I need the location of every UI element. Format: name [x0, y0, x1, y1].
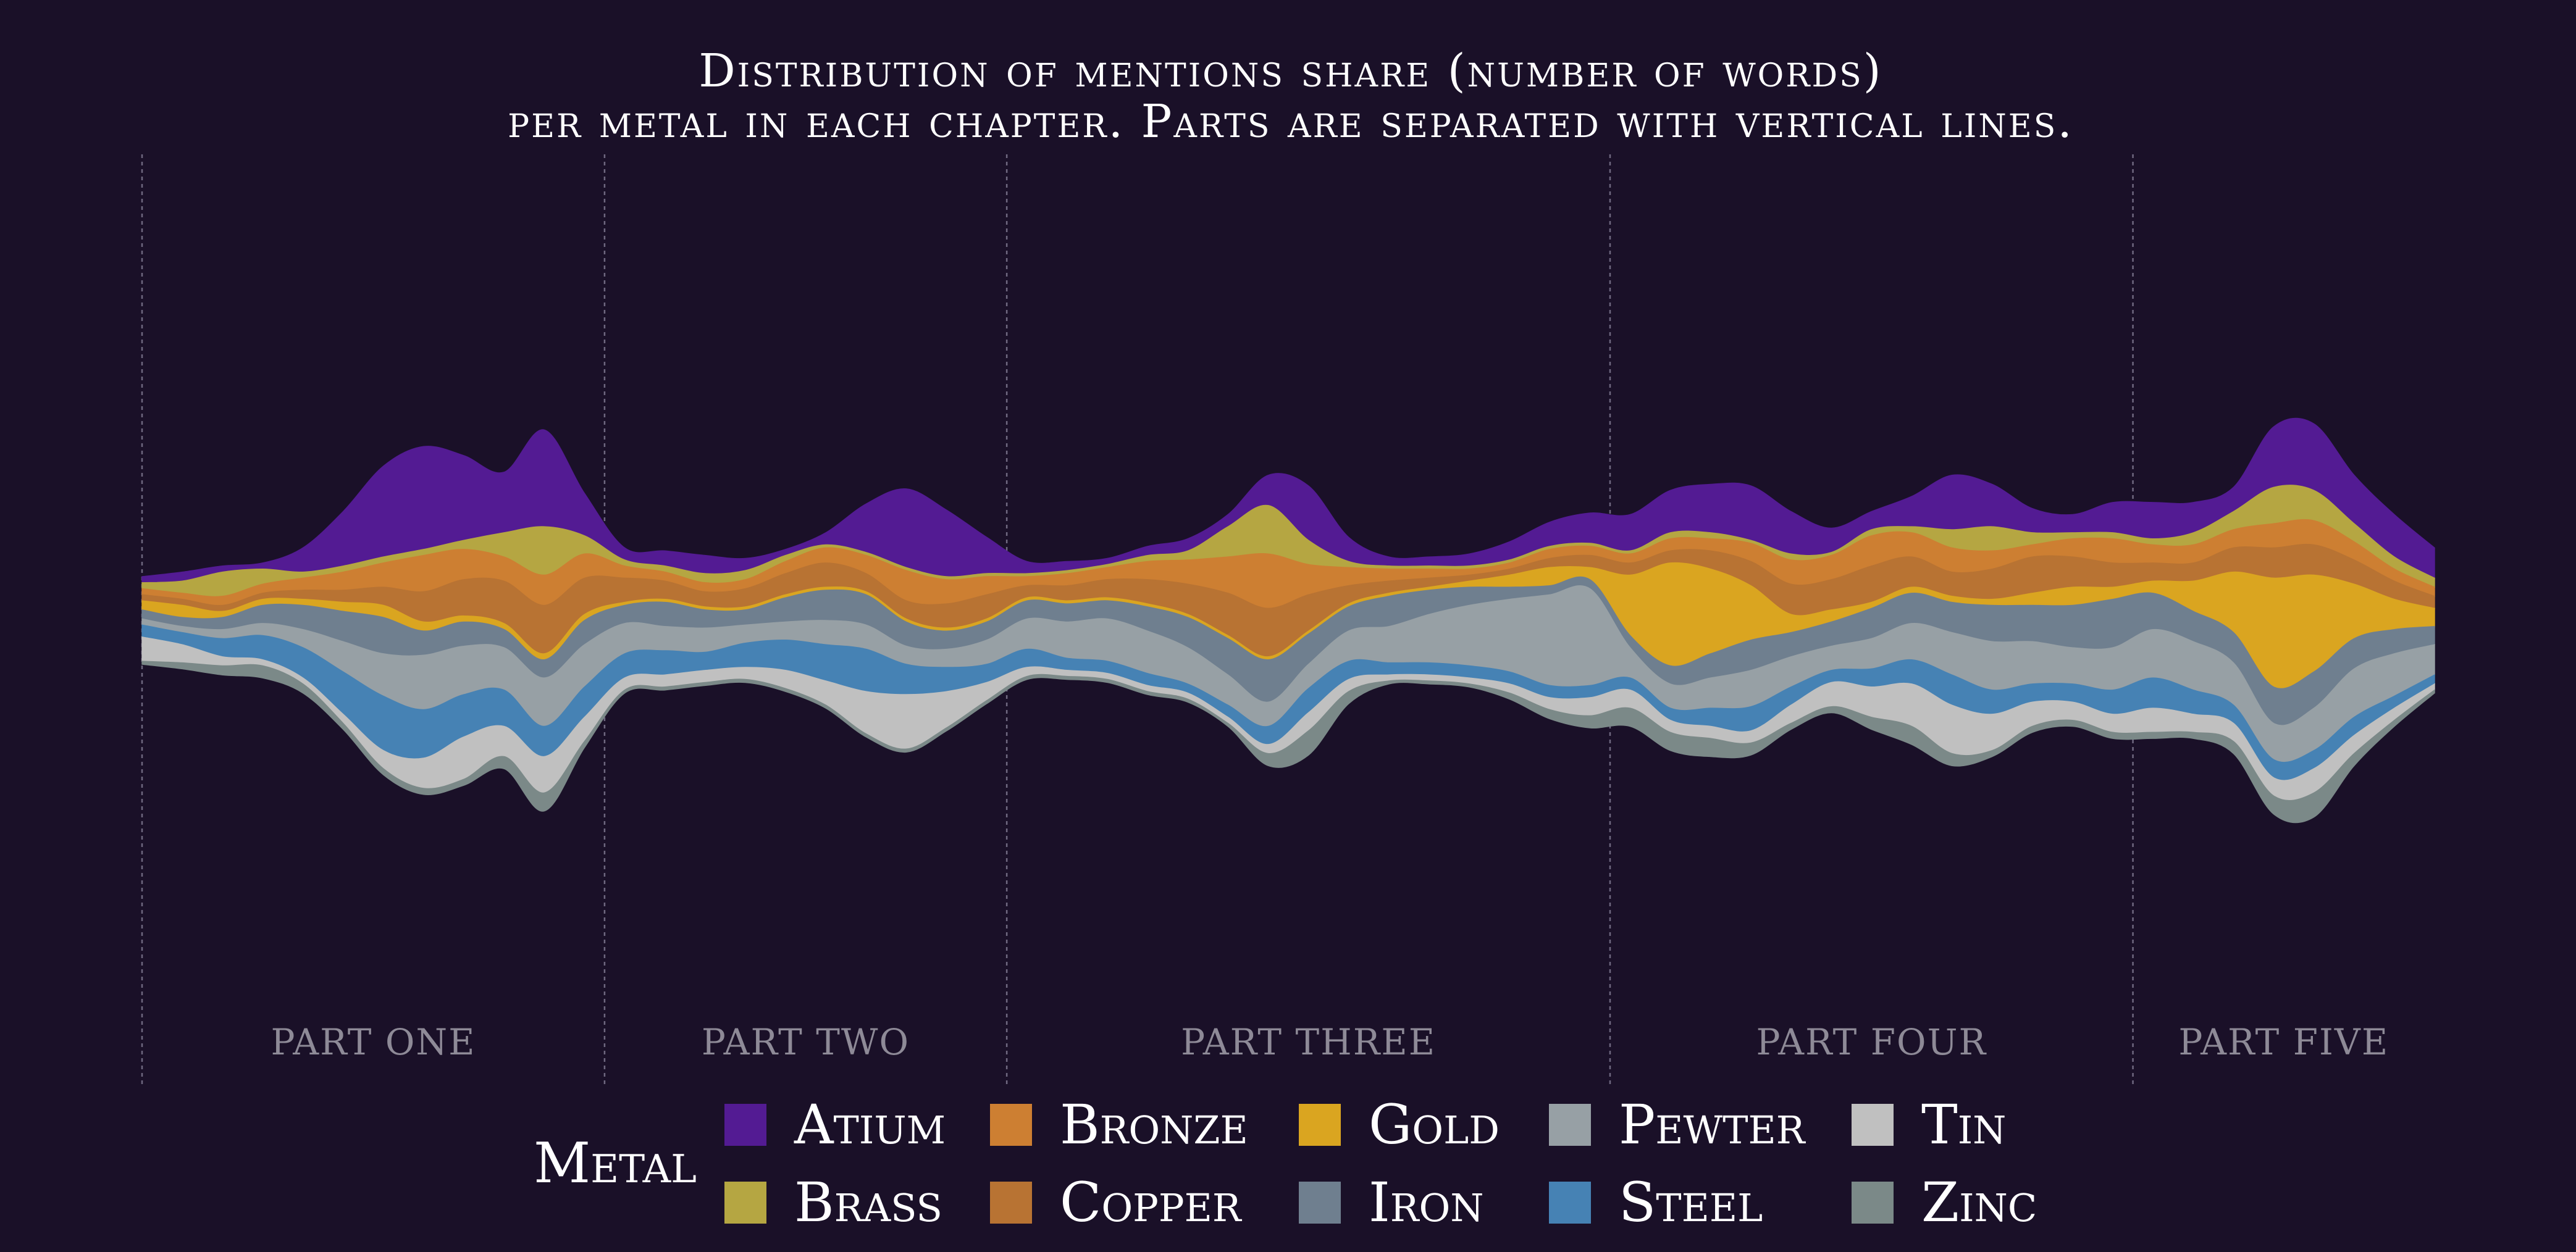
legend-swatch-pewter — [1549, 1104, 1591, 1146]
legend-swatch-atium — [724, 1104, 766, 1146]
stream-layer-zinc — [141, 661, 2435, 824]
legend-label-zinc: Zinc — [1921, 1171, 2037, 1234]
legend-label-atium: Atium — [794, 1093, 946, 1156]
part-label: PART FIVE — [2178, 1021, 2389, 1063]
part-label: PART THREE — [1181, 1021, 1436, 1063]
legend-swatch-iron — [1299, 1182, 1341, 1224]
chart-title-line-2: per metal in each chapter. Parts are sep… — [508, 95, 2074, 148]
legend-swatch-bronze — [990, 1104, 1032, 1146]
part-label: PART FOUR — [1756, 1021, 1987, 1063]
stream-layers — [141, 417, 2435, 824]
chart-title-line-1: Distribution of mentions share (number o… — [699, 44, 1882, 98]
legend-swatch-steel — [1549, 1182, 1591, 1224]
legend-label-steel: Steel — [1619, 1171, 1763, 1234]
legend-title: Metal — [534, 1131, 697, 1196]
legend-label-bronze: Bronze — [1060, 1093, 1248, 1156]
chart-title: Distribution of mentions share (number o… — [508, 44, 2074, 148]
part-labels: PART ONE PART TWO PART THREE PART FOUR PART … — [271, 1021, 2389, 1063]
legend-label-brass: Brass — [794, 1171, 942, 1234]
legend: Metal Atium Brass Bronze Copper Gold Iron Pewt… — [534, 1093, 2037, 1234]
legend-label-pewter: Pewter — [1619, 1093, 1806, 1156]
legend-swatch-zinc — [1852, 1182, 1894, 1224]
part-label: PART TWO — [702, 1021, 910, 1063]
legend-swatch-copper — [990, 1182, 1032, 1224]
legend-swatch-tin — [1852, 1104, 1894, 1146]
legend-swatch-gold — [1299, 1104, 1341, 1146]
legend-label-copper: Copper — [1060, 1171, 1243, 1234]
legend-label-gold: Gold — [1369, 1093, 1500, 1156]
legend-swatch-brass — [724, 1182, 766, 1224]
part-label: PART ONE — [271, 1021, 476, 1063]
legend-label-iron: Iron — [1369, 1171, 1484, 1234]
legend-label-tin: Tin — [1921, 1093, 2006, 1156]
